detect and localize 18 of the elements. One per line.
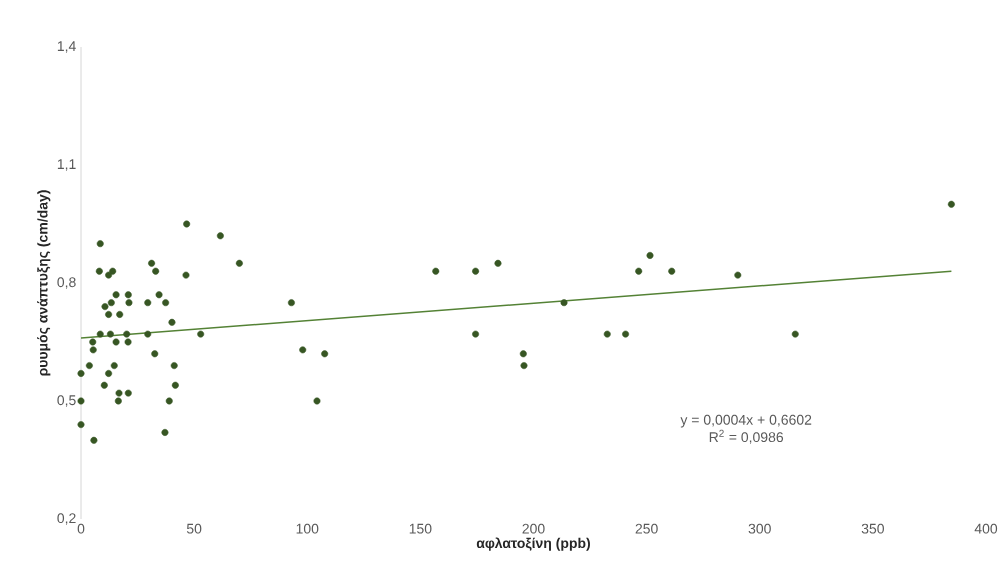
x-tick-label: 50 — [186, 523, 202, 534]
x-tick-label: 400 — [974, 523, 998, 534]
y-tick-label: 0,5 — [57, 395, 76, 407]
x-tick-label: 250 — [635, 523, 658, 534]
x-tick-label: 300 — [748, 523, 771, 534]
x-tick-label: 350 — [861, 523, 884, 534]
annotation: R$^{2}$ = 0,0986 — [709, 429, 784, 444]
annotation: y = 0,0004x + 0,6602 — [680, 414, 812, 428]
x-tick-label: 0 — [77, 523, 85, 534]
y-tick-label: 0,8 — [57, 277, 76, 289]
x-tick-label: 150 — [409, 523, 432, 534]
y-tick-label: 1,4 — [57, 41, 76, 53]
x-tick-label: 100 — [296, 523, 319, 534]
x-axis-title: αφλατοξίνη (ppb) — [476, 537, 590, 551]
y-tick-label: 1,1 — [57, 159, 76, 171]
x-tick-label: 200 — [522, 523, 545, 534]
y-tick-label: 0,2 — [57, 513, 76, 525]
y-axis-title: ρυυμός ανάπτυξης (cm/day) — [37, 190, 51, 376]
